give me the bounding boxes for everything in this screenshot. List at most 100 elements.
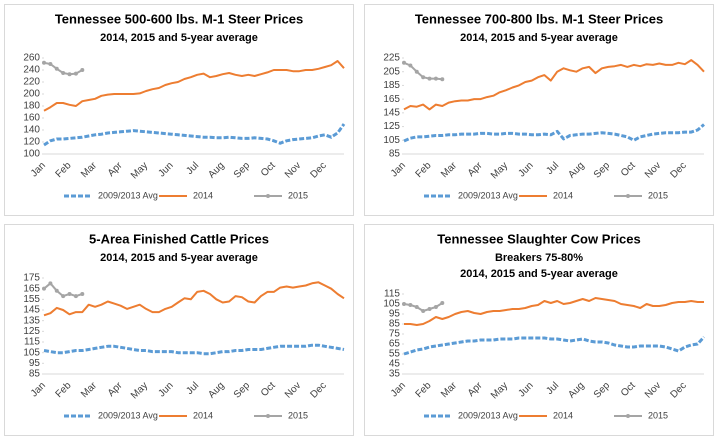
chart-subtitle: 2014, 2015 and 5-year average xyxy=(460,32,618,44)
series-line xyxy=(43,123,346,147)
point xyxy=(73,294,78,299)
chart-title: 5-Area Finished Cattle Prices xyxy=(89,231,269,246)
y-tick-label: 75 xyxy=(389,329,401,340)
legend-label: 2015 xyxy=(648,410,668,420)
series-line xyxy=(43,343,345,356)
point xyxy=(427,76,432,81)
point xyxy=(42,60,46,65)
series-line xyxy=(404,297,704,326)
y-tick-label: 200 xyxy=(23,89,40,100)
chart-panel: 5-Area Finished Cattle Prices 2014, 2015 … xyxy=(4,224,354,436)
y-tick-label: 120 xyxy=(23,137,40,148)
y-tick-label: 85 xyxy=(29,369,41,380)
y-tick-label: 165 xyxy=(23,283,40,294)
y-tick-label: 185 xyxy=(383,80,400,91)
point xyxy=(414,69,419,74)
legend-label: 2009/2013 Avg xyxy=(458,410,518,420)
panel-border xyxy=(4,224,354,436)
panel-border xyxy=(4,4,354,216)
y-tick-label: 145 xyxy=(23,305,40,316)
panel-border xyxy=(364,4,714,216)
chart-subtitle: 2014, 2015 and 5-year average xyxy=(460,268,618,280)
point xyxy=(408,63,413,68)
y-tick-label: 205 xyxy=(383,66,400,77)
y-tick-label: 125 xyxy=(383,121,400,132)
point xyxy=(402,302,406,306)
y-tick-label: 115 xyxy=(384,289,400,300)
legend-marker xyxy=(266,414,270,418)
point xyxy=(48,62,53,66)
series-line xyxy=(43,60,345,112)
y-tick-label: 105 xyxy=(383,299,400,310)
chart-subtitle: 2014, 2015 and 5-year average xyxy=(100,32,258,44)
point xyxy=(54,288,59,293)
point xyxy=(433,305,438,309)
y-tick-label: 45 xyxy=(389,359,401,370)
point xyxy=(440,301,445,305)
y-tick-label: 260 xyxy=(23,53,40,64)
y-tick-label: 85 xyxy=(389,319,401,330)
point xyxy=(61,71,66,75)
point xyxy=(67,72,72,77)
legend-marker xyxy=(626,414,630,418)
series-line xyxy=(403,335,706,356)
y-tick-label: 100 xyxy=(23,149,40,160)
y-tick-label: 105 xyxy=(383,135,400,146)
chart-panel: Tennessee 500-600 lbs. M-1 Steer Prices 2… xyxy=(4,4,354,216)
point xyxy=(54,66,59,71)
y-tick-label: 145 xyxy=(383,107,400,118)
point xyxy=(427,307,432,311)
legend-label: 2014 xyxy=(553,410,573,420)
chart-panel: Tennessee Slaughter Cow Prices Breakers 7… xyxy=(364,224,714,436)
y-tick-label: 240 xyxy=(23,65,40,76)
y-tick-label: 160 xyxy=(23,113,40,124)
point xyxy=(421,309,426,313)
point xyxy=(48,281,53,286)
y-tick-label: 115 xyxy=(24,337,40,348)
y-tick-label: 125 xyxy=(23,326,40,337)
y-tick-label: 55 xyxy=(389,349,401,360)
y-tick-label: 165 xyxy=(383,94,400,105)
point xyxy=(433,76,438,81)
y-tick-label: 85 xyxy=(389,149,401,160)
chart-subtitle: 2014, 2015 and 5-year average xyxy=(100,252,258,264)
point xyxy=(414,305,419,309)
legend-marker xyxy=(626,194,630,198)
chart-panel: Tennessee 700-800 lbs. M-1 Steer Prices 2… xyxy=(364,4,714,216)
legend-label: 2015 xyxy=(648,190,668,200)
y-tick-label: 180 xyxy=(23,101,40,112)
legend-label: 2014 xyxy=(193,410,213,420)
legend-label: 2015 xyxy=(288,410,308,420)
y-tick-label: 175 xyxy=(23,273,40,284)
legend-label: 2014 xyxy=(193,190,213,200)
y-tick-label: 220 xyxy=(23,77,40,88)
point xyxy=(421,75,426,80)
y-tick-label: 35 xyxy=(389,369,401,380)
legend-label: 2009/2013 Avg xyxy=(98,190,158,200)
y-tick-label: 105 xyxy=(23,347,40,358)
point xyxy=(80,292,85,296)
y-tick-label: 225 xyxy=(383,53,400,64)
point xyxy=(80,68,85,72)
point xyxy=(402,60,406,65)
chart-title: Tennessee 700-800 lbs. M-1 Steer Prices xyxy=(415,11,663,26)
chart-title: Tennessee Slaughter Cow Prices xyxy=(437,231,641,246)
y-tick-label: 95 xyxy=(29,358,41,369)
legend-label: 2015 xyxy=(288,190,308,200)
series-line xyxy=(403,59,705,111)
chart-subtitle: Breakers 75-80% xyxy=(495,252,583,264)
series-line xyxy=(43,281,345,317)
y-tick-label: 155 xyxy=(23,294,40,305)
point xyxy=(42,286,46,291)
legend-label: 2014 xyxy=(553,190,573,200)
legend-label: 2009/2013 Avg xyxy=(458,190,518,200)
chart-title: Tennessee 500-600 lbs. M-1 Steer Prices xyxy=(55,11,303,26)
point xyxy=(440,77,445,82)
y-tick-label: 65 xyxy=(389,339,401,350)
legend-marker xyxy=(266,194,270,198)
legend-label: 2009/2013 Avg xyxy=(98,410,158,420)
y-tick-label: 95 xyxy=(389,309,401,320)
panel-border xyxy=(364,224,714,436)
point xyxy=(67,292,72,296)
